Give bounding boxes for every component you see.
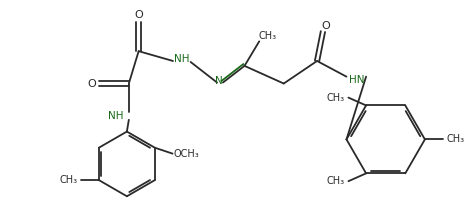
Text: CH₃: CH₃ [258, 32, 276, 41]
Text: O: O [87, 79, 96, 88]
Text: CH₃: CH₃ [446, 134, 465, 144]
Text: CH₃: CH₃ [326, 176, 345, 186]
Text: NH: NH [174, 54, 190, 64]
Text: OCH₃: OCH₃ [173, 149, 199, 159]
Text: NH: NH [108, 111, 124, 121]
Text: O: O [134, 10, 143, 20]
Text: N: N [215, 76, 223, 86]
Text: HN: HN [349, 75, 364, 85]
Text: CH₃: CH₃ [60, 175, 78, 185]
Text: O: O [321, 21, 330, 31]
Text: CH₃: CH₃ [326, 93, 345, 102]
